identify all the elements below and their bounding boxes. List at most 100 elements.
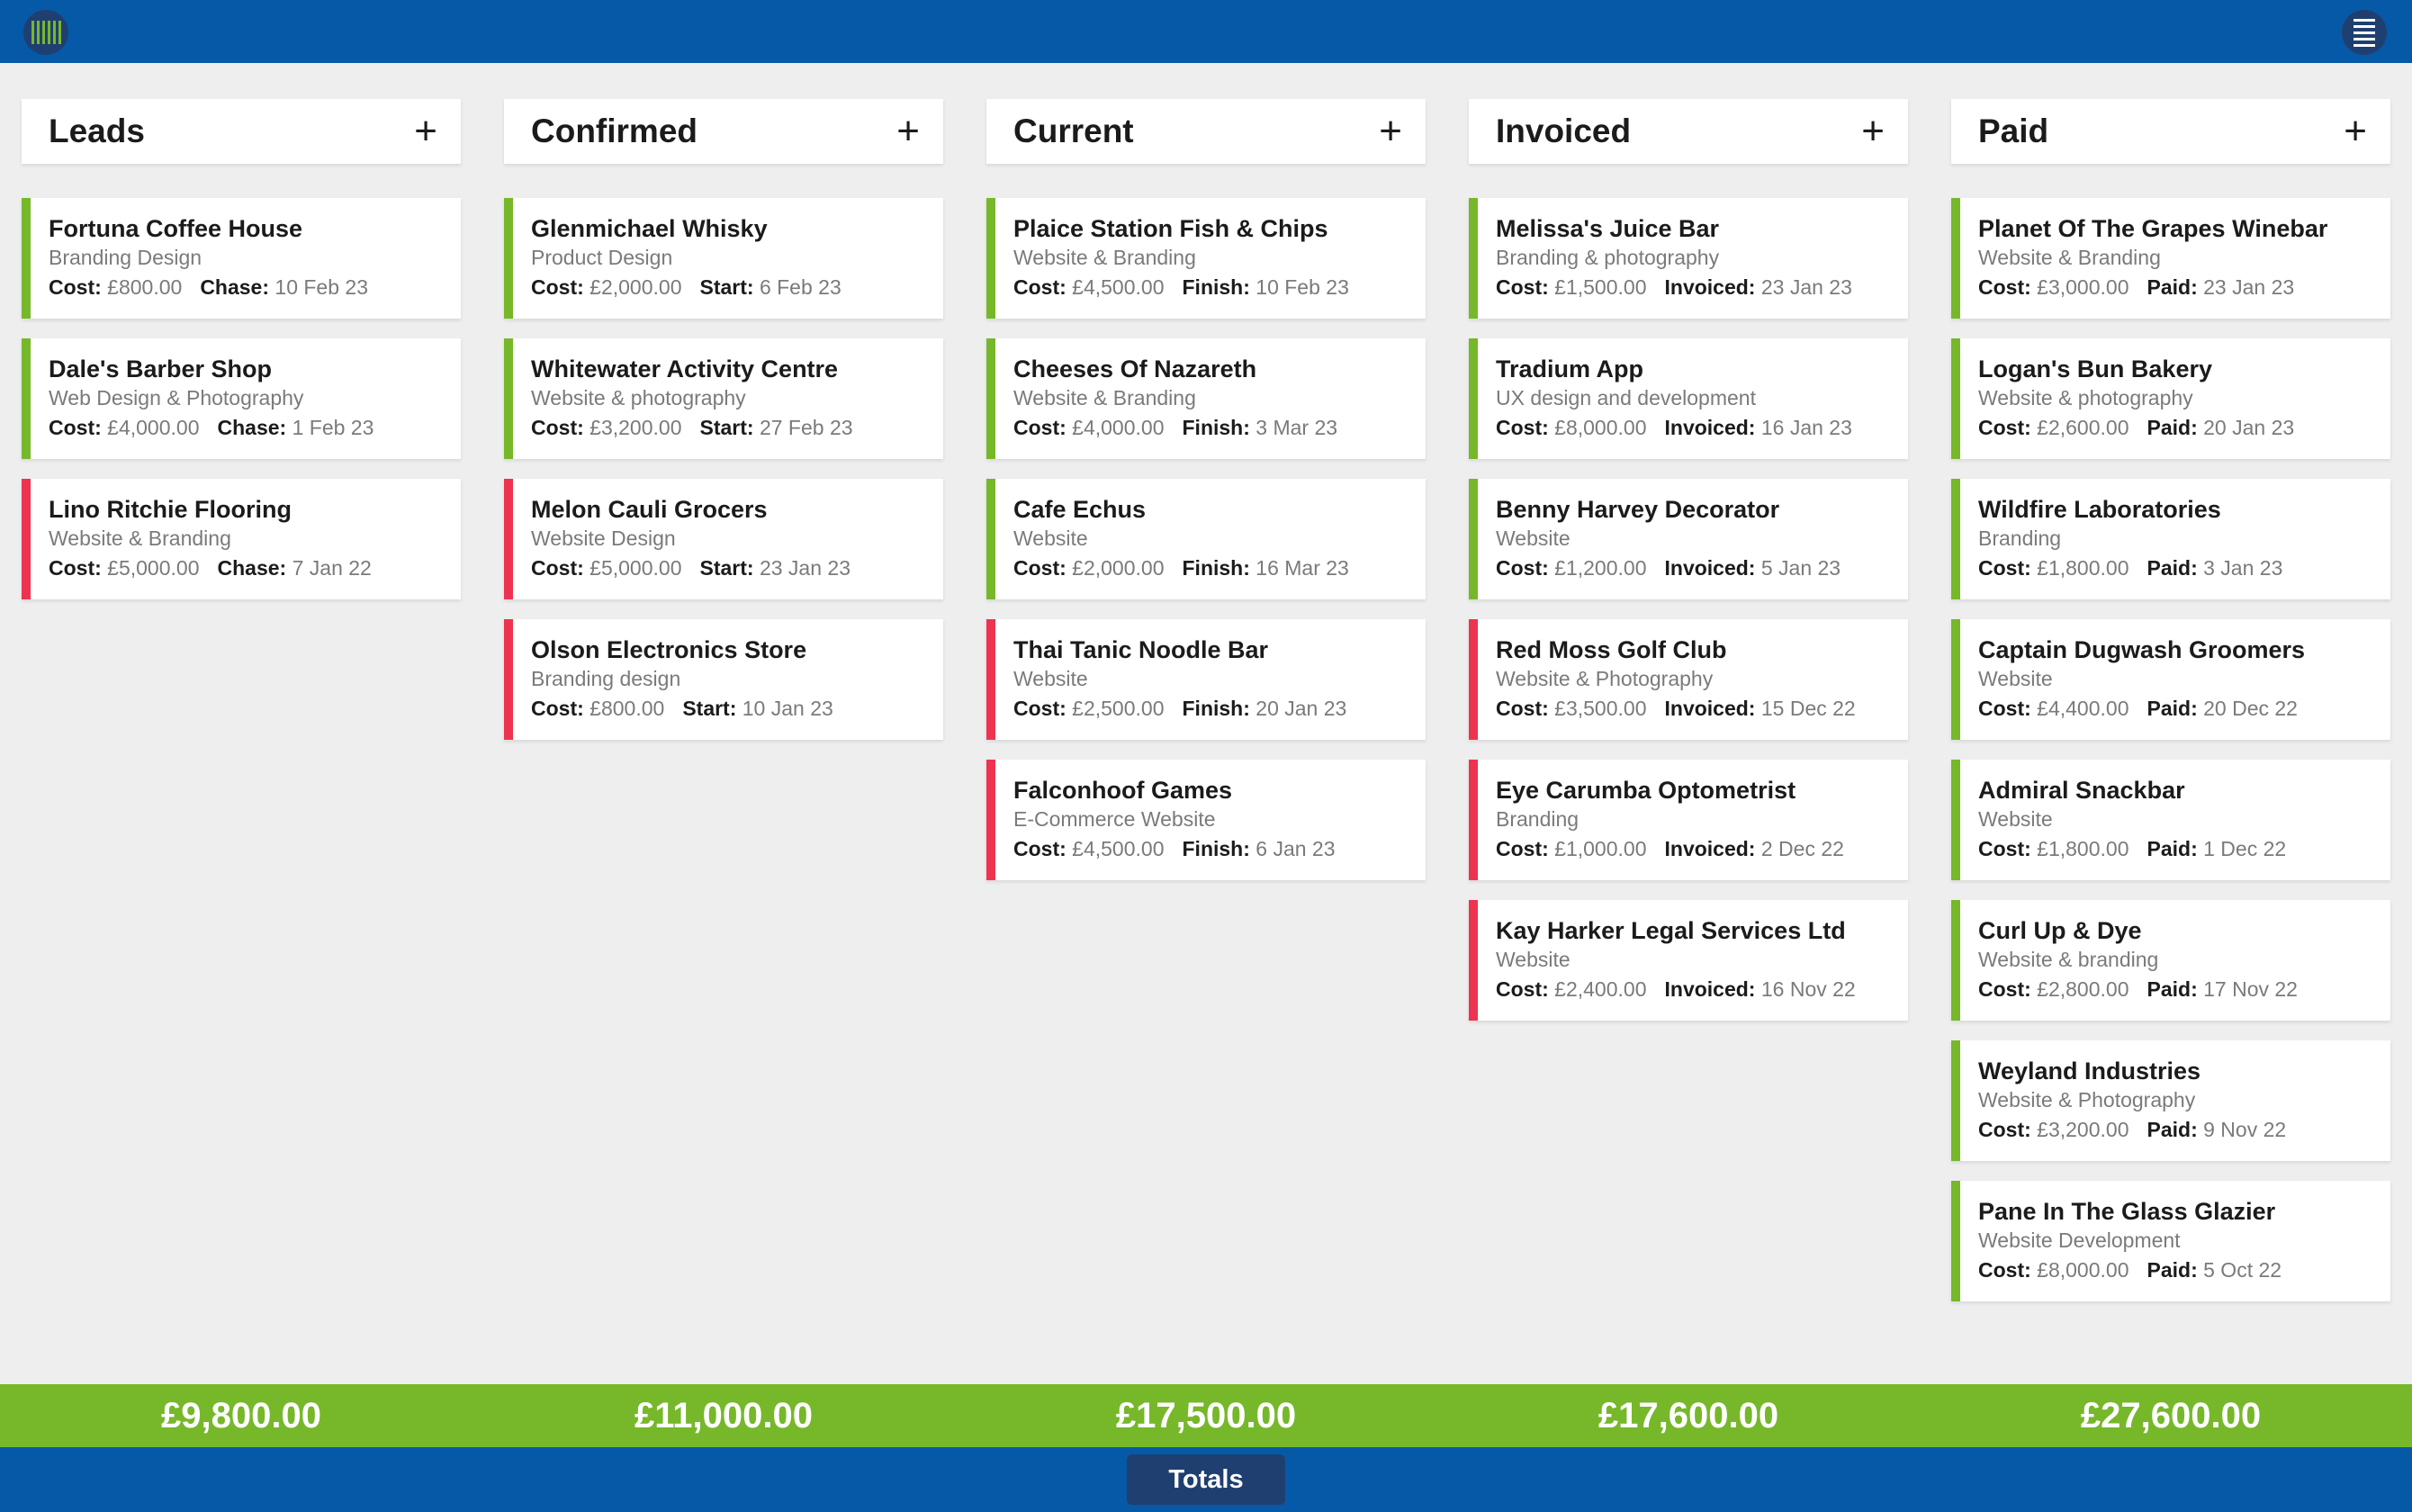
job-card[interactable]: Falconhoof Games E-Commerce Website Cost: … bbox=[986, 760, 1426, 880]
card-subtitle: Website & photography bbox=[531, 386, 746, 410]
card-title: Curl Up & Dye bbox=[1978, 917, 2142, 944]
date-value: 23 Jan 23 bbox=[2203, 275, 2295, 299]
date-value: 20 Jan 23 bbox=[2203, 416, 2295, 439]
card-subtitle: E-Commerce Website bbox=[1013, 807, 1216, 831]
date-label: Invoiced: bbox=[1664, 556, 1756, 580]
job-card[interactable]: Red Moss Golf Club Website & Photography C… bbox=[1469, 619, 1908, 740]
date-value: 10 Feb 23 bbox=[274, 275, 368, 299]
job-card[interactable]: Wildfire Laboratories Branding Cost: £1,80… bbox=[1951, 479, 2390, 599]
job-card[interactable]: Cafe Echus Website Cost: £2,000.00 Finish: … bbox=[986, 479, 1426, 599]
cost-label: Cost: bbox=[531, 416, 584, 439]
card-title: Melon Cauli Grocers bbox=[531, 496, 768, 523]
totals-tab-button[interactable]: Totals bbox=[1127, 1454, 1285, 1505]
date-label: Invoiced: bbox=[1664, 416, 1756, 439]
cost-label: Cost: bbox=[1013, 416, 1066, 439]
card-list: Fortuna Coffee House Branding Design Cost:… bbox=[22, 198, 461, 599]
card-subtitle: Branding bbox=[1496, 807, 1580, 831]
job-card[interactable]: Eye Carumba Optometrist Branding Cost: £1,… bbox=[1469, 760, 1908, 880]
card-meta: Cost: £5,000.00 Chase: 7 Jan 22 bbox=[49, 553, 461, 583]
date-label: Finish: bbox=[1182, 556, 1250, 580]
cost-label: Cost: bbox=[1496, 556, 1549, 580]
card-title: Cafe Echus bbox=[1013, 496, 1147, 523]
job-card[interactable]: Dale's Barber Shop Web Design & Photograp… bbox=[22, 338, 461, 459]
add-card-button[interactable]: + bbox=[414, 109, 437, 153]
card-title: Planet Of The Grapes Winebar bbox=[1978, 215, 2328, 242]
date-label: Paid: bbox=[2146, 275, 2198, 299]
card-meta: Cost: £800.00 Start: 10 Jan 23 bbox=[531, 693, 943, 724]
card-title: Weyland Industries bbox=[1978, 1058, 2201, 1084]
card-meta: Cost: £1,800.00 Paid: 1 Dec 22 bbox=[1978, 833, 2390, 864]
cost-label: Cost: bbox=[1978, 1258, 2031, 1282]
hamburger-menu-icon[interactable] bbox=[2342, 10, 2387, 55]
card-subtitle: UX design and development bbox=[1496, 386, 1756, 410]
cost-label: Cost: bbox=[49, 275, 102, 299]
job-card[interactable]: Planet Of The Grapes Winebar Website & Br… bbox=[1951, 198, 2390, 319]
card-subtitle: Website bbox=[1013, 526, 1088, 550]
column-header: Leads + bbox=[22, 99, 461, 164]
cost-label: Cost: bbox=[1013, 837, 1066, 860]
card-title: Pane In The Glass Glazier bbox=[1978, 1198, 2276, 1225]
job-card[interactable]: Plaice Station Fish & Chips Website & Bra… bbox=[986, 198, 1426, 319]
cost-value: £5,000.00 bbox=[107, 556, 200, 580]
cost-value: £8,000.00 bbox=[2037, 1258, 2129, 1282]
card-title: Olson Electronics Store bbox=[531, 636, 807, 663]
date-value: 2 Dec 22 bbox=[1760, 837, 1844, 860]
cost-label: Cost: bbox=[1978, 837, 2031, 860]
job-card[interactable]: Benny Harvey Decorator Website Cost: £1,20… bbox=[1469, 479, 1908, 599]
date-label: Start: bbox=[699, 556, 754, 580]
cost-value: £4,000.00 bbox=[107, 416, 200, 439]
date-value: 20 Jan 23 bbox=[1256, 697, 1347, 720]
card-subtitle: Website Development bbox=[1978, 1228, 2181, 1252]
add-card-button[interactable]: + bbox=[1379, 109, 1402, 153]
job-card[interactable]: Tradium App UX design and development Cost… bbox=[1469, 338, 1908, 459]
cost-label: Cost: bbox=[1013, 275, 1066, 299]
job-card[interactable]: Whitewater Activity Centre Website & phot… bbox=[504, 338, 943, 459]
job-card[interactable]: Lino Ritchie Flooring Website & Branding C… bbox=[22, 479, 461, 599]
card-meta: Cost: £4,000.00 Chase: 1 Feb 23 bbox=[49, 412, 461, 443]
card-subtitle: Web Design & Photography bbox=[49, 386, 304, 410]
date-label: Start: bbox=[699, 416, 754, 439]
cost-value: £1,800.00 bbox=[2037, 837, 2129, 860]
job-card[interactable]: Weyland Industries Website & Photography C… bbox=[1951, 1040, 2390, 1161]
job-card[interactable]: Melissa's Juice Bar Branding & photograph… bbox=[1469, 198, 1908, 319]
job-card[interactable]: Glenmichael Whisky Product Design Cost: £2… bbox=[504, 198, 943, 319]
card-title: Whitewater Activity Centre bbox=[531, 356, 839, 382]
cost-label: Cost: bbox=[531, 697, 584, 720]
job-card[interactable]: Thai Tanic Noodle Bar Website Cost: £2,500… bbox=[986, 619, 1426, 740]
app-logo-icon[interactable] bbox=[23, 10, 68, 55]
job-card[interactable]: Logan's Bun Bakery Website & photography C… bbox=[1951, 338, 2390, 459]
totals-bar: £9,800.00 £11,000.00 £17,500.00 £17,600.00 £… bbox=[0, 1384, 2412, 1447]
date-label: Paid: bbox=[2146, 1118, 2198, 1141]
cost-label: Cost: bbox=[1978, 1118, 2031, 1141]
job-card[interactable]: Cheeses Of Nazareth Website & Branding Cos… bbox=[986, 338, 1426, 459]
card-subtitle: Website & Branding bbox=[1013, 246, 1196, 269]
date-label: Finish: bbox=[1182, 416, 1250, 439]
cost-value: £1,000.00 bbox=[1554, 837, 1647, 860]
job-card[interactable]: Curl Up & Dye Website & branding Cost: £2,… bbox=[1951, 900, 2390, 1021]
add-card-button[interactable]: + bbox=[2344, 109, 2367, 153]
job-card[interactable]: Olson Electronics Store Branding design Co… bbox=[504, 619, 943, 740]
job-card[interactable]: Fortuna Coffee House Branding Design Cost:… bbox=[22, 198, 461, 319]
cost-label: Cost: bbox=[1496, 275, 1549, 299]
job-card[interactable]: Melon Cauli Grocers Website Design Cost: £… bbox=[504, 479, 943, 599]
cost-value: £2,500.00 bbox=[1072, 697, 1165, 720]
job-card[interactable]: Captain Dugwash Groomers Website Cost: £4,… bbox=[1951, 619, 2390, 740]
card-meta: Cost: £8,000.00 Paid: 5 Oct 22 bbox=[1978, 1255, 2390, 1285]
column-total: £11,000.00 bbox=[634, 1395, 813, 1436]
card-title: Kay Harker Legal Services Ltd bbox=[1496, 917, 1846, 944]
add-card-button[interactable]: + bbox=[1861, 109, 1885, 153]
card-list: Planet Of The Grapes Winebar Website & Br… bbox=[1951, 198, 2390, 1301]
cost-value: £800.00 bbox=[590, 697, 665, 720]
job-card[interactable]: Kay Harker Legal Services Ltd Website Cost… bbox=[1469, 900, 1908, 1021]
card-title: Thai Tanic Noodle Bar bbox=[1013, 636, 1269, 663]
job-card[interactable]: Pane In The Glass Glazier Website Develop… bbox=[1951, 1181, 2390, 1301]
cost-value: £2,800.00 bbox=[2037, 977, 2129, 1001]
card-title: Lino Ritchie Flooring bbox=[49, 496, 292, 523]
column-invoiced: Invoiced + Melissa's Juice Bar Branding & p… bbox=[1469, 99, 1908, 1040]
date-label: Paid: bbox=[2146, 837, 2198, 860]
card-meta: Cost: £4,500.00 Finish: 10 Feb 23 bbox=[1013, 272, 1426, 302]
add-card-button[interactable]: + bbox=[896, 109, 920, 153]
date-label: Chase: bbox=[217, 556, 287, 580]
job-card[interactable]: Admiral Snackbar Website Cost: £1,800.00 Pa… bbox=[1951, 760, 2390, 880]
column-total: £9,800.00 bbox=[161, 1395, 321, 1436]
